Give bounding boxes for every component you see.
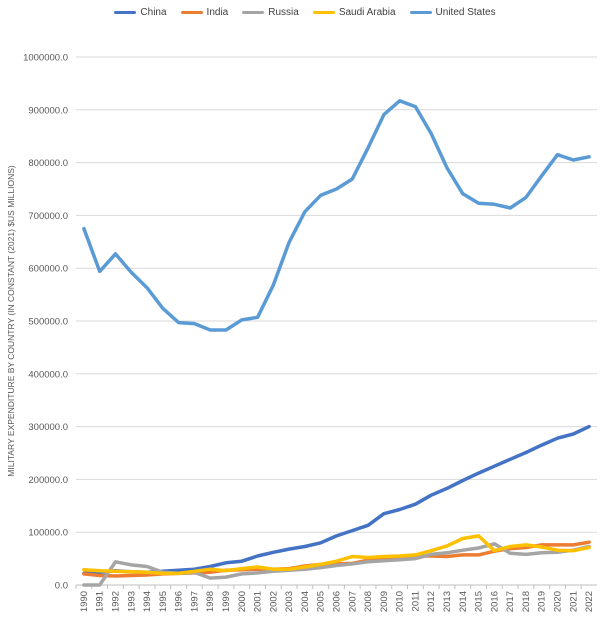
legend-label-china: China (140, 7, 167, 18)
y-tick-label: 400000.0 (28, 369, 68, 380)
x-tick-label: 1997 (189, 591, 200, 612)
y-tick-label: 100000.0 (28, 528, 68, 539)
legend-label-united-states: United States (435, 7, 496, 18)
y-tick-label: 900000.0 (28, 105, 68, 116)
x-tick-label: 2000 (237, 591, 248, 612)
x-tick-label: 1994 (142, 591, 153, 612)
x-tick-label: 2006 (332, 591, 343, 612)
legend-item-china: China (114, 7, 167, 18)
legend: China India Russia Saudi Arabia United S… (0, 7, 610, 18)
legend-swatch-saudi-arabia (312, 11, 335, 14)
y-axis-title: MILITARY EXPENDITURE BY COUNTRY (IN CONS… (6, 165, 16, 477)
series-lines (82, 99, 591, 587)
axes: 0.0 100000.0 200000.0 300000.0 400000.0 50000… (23, 53, 595, 613)
x-tick-label: 2010 (395, 591, 406, 612)
legend-swatch-united-states (409, 11, 432, 14)
x-tick-label: 2012 (426, 591, 437, 612)
x-tick-label: 1999 (221, 591, 232, 612)
x-tick-label: 1990 (79, 591, 90, 612)
y-tick-label: 700000.0 (28, 211, 68, 222)
x-tick-label: 1991 (95, 591, 106, 612)
series-line-saudi-arabia (82, 534, 591, 576)
x-tick-label: 2022 (584, 591, 595, 612)
y-tick-label: 500000.0 (28, 317, 68, 328)
legend-item-saudi-arabia: Saudi Arabia (312, 7, 396, 18)
x-tick-label: 2018 (521, 591, 532, 612)
y-tick-label: 1000000.0 (23, 53, 68, 64)
x-tick-label: 2013 (442, 591, 453, 612)
series-line-united-states (82, 99, 591, 332)
x-tick-label: 2007 (347, 591, 358, 612)
y-tick-label: 0.0 (55, 581, 68, 592)
legend-label-russia: Russia (268, 7, 299, 18)
x-tick-label: 2014 (458, 591, 469, 612)
x-tick-label: 1998 (205, 591, 216, 612)
y-tick-label: 200000.0 (28, 475, 68, 486)
legend-swatch-india (180, 11, 203, 14)
x-tick-label: 2002 (268, 591, 279, 612)
x-tick-label: 2008 (363, 591, 374, 612)
y-tick-label: 600000.0 (28, 264, 68, 275)
x-tick-label: 2017 (505, 591, 516, 612)
gridlines (76, 56, 597, 586)
x-tick-label: 2005 (316, 591, 327, 612)
legend-item-united-states: United States (409, 7, 496, 18)
y-tick-label: 300000.0 (28, 422, 68, 433)
x-tick-label: 2019 (537, 591, 548, 612)
y-tick-label: 800000.0 (28, 158, 68, 169)
legend-item-india: India (180, 7, 229, 18)
x-tick-label: 2021 (568, 591, 579, 612)
x-tick-label: 2020 (553, 591, 564, 612)
legend-swatch-russia (242, 11, 265, 14)
legend-item-russia: Russia (242, 7, 299, 18)
x-tick-label: 1992 (110, 591, 121, 612)
x-tick-label: 2015 (474, 591, 485, 612)
series-line-china (82, 424, 591, 576)
x-tick-label: 1995 (158, 591, 169, 612)
x-tick-label: 2003 (284, 591, 295, 612)
legend-swatch-china (114, 11, 137, 14)
x-tick-label: 2009 (379, 591, 390, 612)
legend-label-india: India (206, 7, 229, 18)
x-tick-label: 1993 (126, 591, 137, 612)
x-tick-label: 2011 (410, 591, 421, 611)
x-tick-label: 1996 (174, 591, 185, 612)
x-tick-label: 2001 (253, 591, 264, 612)
legend-label-saudi-arabia: Saudi Arabia (338, 7, 396, 18)
x-tick-label: 2016 (489, 591, 500, 612)
x-tick-label: 2004 (300, 591, 311, 612)
